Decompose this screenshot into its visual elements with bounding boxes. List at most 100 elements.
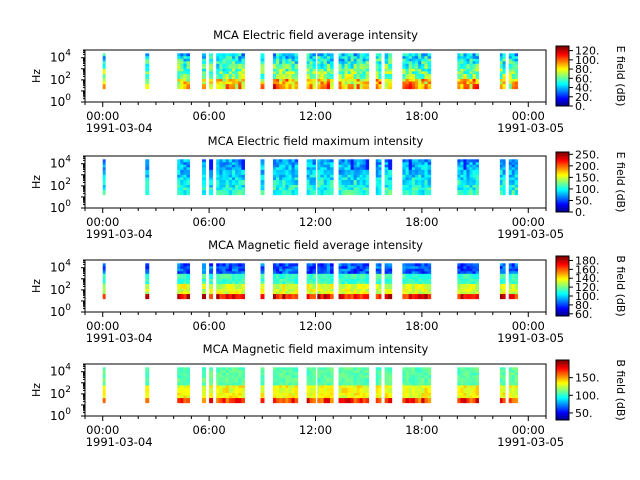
colorbar-swatch xyxy=(556,59,569,61)
spectrogram-cell xyxy=(202,169,206,173)
spectrogram-cell xyxy=(186,377,191,381)
colorbar-swatch xyxy=(556,397,569,399)
spectrogram-cell xyxy=(294,164,299,168)
spectrogram-cell xyxy=(306,377,310,381)
spectrogram-cell xyxy=(341,283,345,287)
spectrogram-cell xyxy=(209,161,214,165)
spectrogram-cell xyxy=(276,53,280,57)
spectrogram-cell xyxy=(317,286,321,289)
spectrogram-cell xyxy=(427,296,432,300)
spectrogram-cell xyxy=(460,68,464,72)
spectrogram-cell xyxy=(418,71,422,74)
spectrogram-cell xyxy=(291,179,296,183)
spectrogram-cell xyxy=(457,281,461,284)
spectrogram-cell xyxy=(186,392,191,396)
spectrogram-cell xyxy=(502,291,506,295)
spectrogram-cell xyxy=(180,377,184,381)
spectrogram-cell xyxy=(384,293,389,297)
spectrogram-cell xyxy=(180,385,184,388)
spectrogram-cell xyxy=(282,76,286,79)
spectrogram-cell xyxy=(463,63,467,67)
spectrogram-cell xyxy=(177,174,181,178)
spectrogram-cell xyxy=(330,164,334,168)
spectrogram-cell xyxy=(362,169,367,173)
spectrogram-cell xyxy=(260,369,265,373)
spectrogram-cell xyxy=(219,397,223,401)
spectrogram-cell xyxy=(378,286,382,289)
spectrogram-cell xyxy=(294,53,299,57)
spectrogram-cell xyxy=(285,382,289,386)
spectrogram-cell xyxy=(347,281,351,284)
spectrogram-cell xyxy=(241,179,245,183)
spectrogram-cell xyxy=(279,372,283,376)
spectrogram-cell xyxy=(260,382,265,386)
spectrogram-cell xyxy=(306,288,310,292)
spectrogram-cell xyxy=(309,275,313,279)
spectrogram-cell xyxy=(405,291,410,295)
spectrogram-cell xyxy=(209,265,214,269)
colorbar-swatch xyxy=(556,104,569,106)
spectrogram-cell xyxy=(238,68,242,72)
spectrogram-cell xyxy=(285,283,289,287)
spectrogram-cell xyxy=(317,296,321,300)
spectrogram-cell xyxy=(260,367,265,371)
spectrogram-cell xyxy=(347,187,351,191)
spectrogram-cell xyxy=(235,392,239,396)
colorbar-swatch xyxy=(556,52,569,54)
spectrogram-cell xyxy=(219,291,223,295)
spectrogram-cell xyxy=(378,265,382,269)
spectrogram-cell xyxy=(411,390,416,393)
spectrogram-cell xyxy=(362,182,367,185)
spectrogram-cell xyxy=(180,73,184,77)
spectrogram-cell xyxy=(341,179,345,183)
spectrogram-cell xyxy=(344,281,348,284)
spectrogram-cell xyxy=(235,288,239,292)
spectrogram-cell xyxy=(388,278,393,282)
spectrogram-cell xyxy=(408,159,413,163)
spectrogram-cell xyxy=(408,367,413,371)
spectrogram-cell xyxy=(356,395,361,399)
spectrogram-cell xyxy=(145,68,150,72)
spectrogram-cell xyxy=(326,281,331,284)
spectrogram-cell xyxy=(475,164,480,168)
spectrogram-cell xyxy=(424,286,428,289)
spectrogram-cell xyxy=(202,281,206,284)
spectrogram-cell xyxy=(388,81,393,85)
spectrogram-cell xyxy=(238,278,242,282)
colorbar-swatch xyxy=(556,83,569,85)
spectrogram-cell xyxy=(424,288,428,292)
spectrogram-cell xyxy=(330,184,334,188)
spectrogram-cell xyxy=(384,382,389,386)
spectrogram-cell xyxy=(288,369,292,373)
spectrogram-cell xyxy=(502,392,506,396)
spectrogram-cell xyxy=(362,392,367,396)
spectrogram-cell xyxy=(344,283,348,287)
spectrogram-cell xyxy=(323,189,328,193)
spectrogram-cell xyxy=(427,270,432,274)
spectrogram-cell xyxy=(350,68,355,72)
spectrogram-cell xyxy=(238,73,242,77)
colorbar-swatch xyxy=(556,305,569,307)
spectrogram-cell xyxy=(228,379,233,383)
spectrogram-cell xyxy=(408,390,413,393)
spectrogram-cell xyxy=(209,189,214,193)
colorbar-swatch xyxy=(556,281,569,283)
spectrogram-cell xyxy=(365,288,370,292)
spectrogram-cell xyxy=(466,392,470,396)
spectrogram-cell xyxy=(514,281,519,284)
spectrogram-cell xyxy=(260,296,265,300)
spectrogram-cell xyxy=(317,164,321,168)
spectrogram-cell xyxy=(288,273,292,277)
spectrogram-cell xyxy=(186,400,191,404)
spectrogram-cell xyxy=(511,390,516,393)
spectrogram-cell xyxy=(309,76,313,79)
spectrogram-cell xyxy=(463,296,467,300)
spectrogram-cell xyxy=(469,273,473,277)
spectrogram-cell xyxy=(472,58,476,62)
spectrogram-cell xyxy=(427,273,432,277)
spectrogram-cell xyxy=(231,86,236,90)
spectrogram-cell xyxy=(508,159,513,163)
spectrogram-cell xyxy=(219,395,223,399)
spectrogram-cell xyxy=(384,83,389,87)
spectrogram-cell xyxy=(375,372,379,376)
